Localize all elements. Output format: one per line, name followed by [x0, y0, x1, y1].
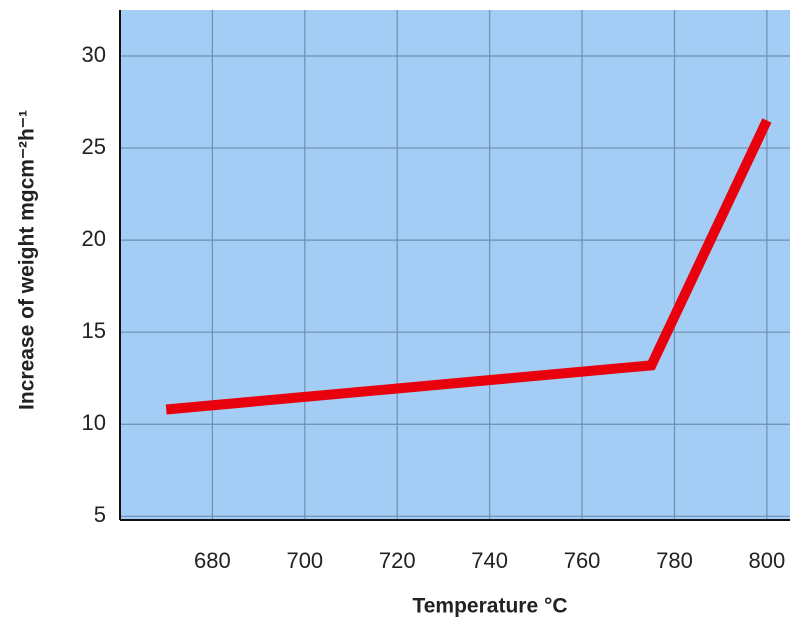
x-axis-title: Temperature °C	[412, 595, 567, 618]
x-tick-label: 700	[286, 548, 323, 573]
x-tick-label: 800	[749, 548, 786, 573]
data-line	[165, 118, 772, 415]
y-tick-label: 10	[82, 410, 106, 435]
y-axis-title: Increase of weight mgcm⁻²h⁻¹	[16, 110, 39, 410]
x-tick-label: 780	[656, 548, 693, 573]
x-tick-label: 740	[471, 548, 508, 573]
y-tick-label: 15	[82, 318, 106, 343]
y-tick-label: 25	[82, 134, 106, 159]
plot-area	[120, 10, 790, 520]
y-tick-label: 30	[82, 42, 106, 67]
x-tick-label: 760	[564, 548, 601, 573]
y-tick-label: 5	[94, 502, 106, 527]
y-tick-label: 20	[82, 226, 106, 251]
x-tick-label: 720	[379, 548, 416, 573]
x-tick-label: 680	[194, 548, 231, 573]
